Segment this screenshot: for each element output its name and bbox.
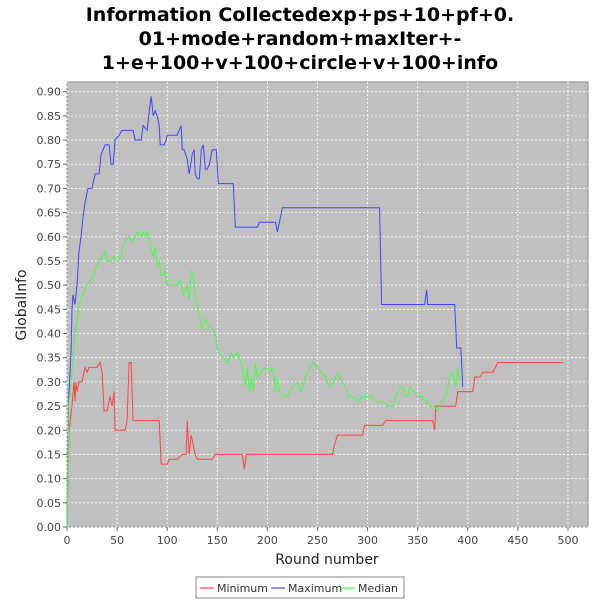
y-tick-label: 0.50 (37, 279, 62, 292)
plot-area (66, 81, 589, 528)
series-layer (66, 96, 563, 528)
y-tick-label: 0.30 (37, 376, 62, 389)
y-tick-label: 0.70 (37, 182, 62, 195)
series-line-median (66, 230, 461, 528)
x-tick-label: 0 (64, 534, 71, 547)
x-tick-label: 350 (407, 534, 428, 547)
x-tick-label: 400 (457, 534, 478, 547)
y-tick-label: 0.65 (37, 207, 62, 220)
y-tick-label: 0.20 (37, 424, 62, 437)
x-tick-label: 200 (257, 534, 278, 547)
x-tick-label: 150 (207, 534, 228, 547)
y-tick-label: 0.35 (37, 352, 62, 365)
chart-title-line-2: 01+mode+random+maxIter+- (138, 28, 462, 50)
y-tick-label: 0.05 (37, 497, 62, 510)
chart-title-line-3: 1+e+100+v+100+circle+v+100+info (101, 52, 499, 74)
y-axis-label: GlobalInfo (14, 269, 30, 340)
y-tick-label: 0.55 (37, 255, 62, 268)
legend-label-maximum: Maximum (288, 582, 342, 595)
y-tick-label: 0.25 (37, 400, 62, 413)
x-tick-label: 250 (307, 534, 328, 547)
x-tick-label: 500 (557, 534, 578, 547)
legend: Minimum Maximum Median (195, 576, 405, 599)
y-tick-label: 0.40 (37, 328, 62, 341)
y-tick-label: 0.15 (37, 448, 62, 461)
y-tick-label: 0.60 (37, 231, 62, 244)
x-axis-ticks: 0 50 100 150 200 250 300 350 400 450 500 (64, 527, 578, 547)
x-tick-label: 50 (110, 534, 124, 547)
legend-label-minimum: Minimum (217, 582, 268, 595)
series-line-maximum (66, 96, 464, 528)
x-axis-label: Round number (275, 552, 379, 568)
y-tick-label: 0.90 (37, 86, 62, 99)
y-tick-label: 0.85 (37, 110, 62, 123)
chart-title-line-1: Information Collectedexp+ps+10+pf+0. (85, 4, 515, 26)
y-tick-label: 0.75 (37, 158, 62, 171)
series-line-minimum (66, 361, 563, 528)
y-tick-label: 0.10 (37, 473, 62, 486)
y-tick-label: 0.80 (37, 134, 62, 147)
legend-label-median: Median (358, 582, 398, 595)
x-tick-label: 100 (157, 534, 178, 547)
x-tick-label: 450 (507, 534, 528, 547)
y-axis-ticks: 0.00 0.05 0.10 0.15 0.20 0.25 0.30 0.35 0.40 0.45… (37, 86, 67, 534)
y-tick-label: 0.45 (37, 303, 62, 316)
y-tick-label: 0.00 (37, 521, 62, 534)
x-tick-label: 300 (357, 534, 378, 547)
legend-box (195, 576, 405, 599)
